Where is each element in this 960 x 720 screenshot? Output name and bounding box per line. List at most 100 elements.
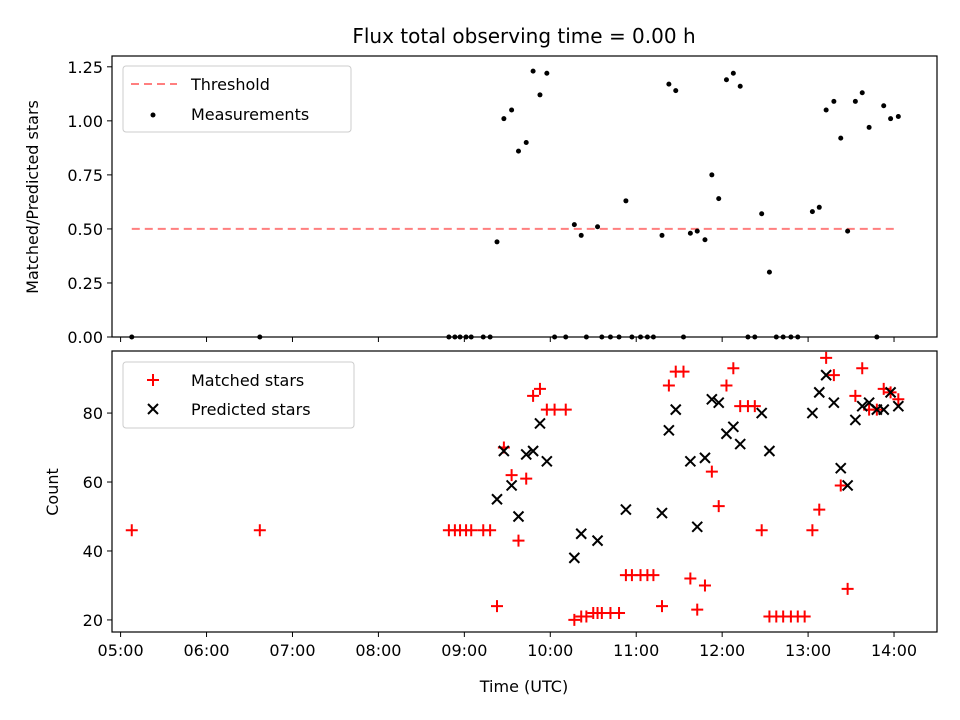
predicted-stars-point	[505, 479, 518, 492]
matched-stars-point	[684, 572, 697, 585]
predicted-stars-point	[828, 397, 840, 409]
bottom-x-tick-label: 09:00	[441, 641, 487, 660]
measurements-point	[494, 239, 500, 245]
matched-stars-point	[253, 524, 266, 537]
bottom-plot-area: 05:00 06:00 07:00 08:00 09:00 10:00 11:00 12:00…	[83, 350, 938, 660]
bottom-x-tick-label: 14:00	[871, 641, 917, 660]
predicted-stars-point	[575, 528, 587, 540]
predicted-stars-point	[755, 407, 768, 419]
bottom-y-tick-label: 60	[83, 473, 103, 492]
matched-stars-point	[613, 607, 626, 620]
matched-stars-point	[691, 603, 704, 616]
top-y-tick-label: 0.50	[67, 220, 103, 239]
top-y-tick-label: 1.25	[67, 58, 103, 77]
bottom-y-tick-label: 40	[83, 542, 103, 561]
predicted-stars-point	[835, 462, 847, 474]
predicted-stars-point	[527, 445, 539, 457]
matched-stars-point	[806, 524, 819, 537]
matched-stars-point	[720, 379, 733, 392]
bottom-x-tick-label: 12:00	[699, 641, 745, 660]
measurements-point	[595, 224, 601, 230]
measurements-point	[766, 269, 772, 275]
predicted-stars-point	[841, 479, 854, 492]
predicted-stars-point	[534, 417, 546, 430]
matched-stars-point	[662, 379, 675, 392]
bottom-y-tick-label: 20	[83, 611, 103, 630]
matched-stars-point	[548, 403, 561, 416]
matched-stars-point	[568, 613, 581, 626]
matched-stars-point	[755, 524, 768, 537]
top-y-tick-label: 0.75	[67, 166, 103, 185]
matched-stars-point	[813, 503, 826, 516]
measurements-point	[823, 107, 829, 113]
bottom-x-axis-label: Time (UTC)	[479, 677, 568, 696]
measurements-point	[730, 70, 736, 76]
matched-stars-legend-swatch	[147, 374, 159, 386]
matched-stars-point	[505, 469, 518, 482]
bottom-legend: Matched stars Predicted stars	[122, 361, 355, 429]
matched-stars-point	[520, 472, 533, 485]
matched-stars-point	[834, 479, 847, 492]
predicted-stars-point	[813, 386, 825, 399]
predicted-stars-point	[512, 510, 525, 523]
measurements-point	[537, 92, 543, 98]
bottom-axes-frame	[111, 350, 938, 633]
measurements-point	[694, 228, 700, 234]
matched-stars-point	[748, 400, 761, 413]
predicted-stars-point	[656, 507, 668, 519]
measurements-point	[838, 135, 844, 141]
top-chart-title: Flux total observing time = 0.00 h	[352, 24, 695, 48]
matched-stars-point	[533, 382, 546, 395]
matched-stars-point	[798, 610, 811, 623]
bottom-x-tick-label: 07:00	[269, 641, 315, 660]
bottom-x-tick-label: 11:00	[613, 641, 659, 660]
measurements-point	[666, 81, 672, 87]
measurements-point	[571, 222, 577, 228]
measurements-point	[816, 204, 822, 210]
measurements-point	[659, 232, 665, 238]
matched-stars-point	[656, 600, 668, 613]
top-axes-frame	[111, 55, 938, 338]
matched-stars-point	[856, 362, 869, 375]
measurements-point	[859, 90, 865, 96]
measurements-point	[578, 232, 584, 238]
matched-stars-point	[484, 524, 497, 537]
measurements-point	[509, 107, 515, 113]
matched-stars-point	[512, 534, 525, 547]
measurements-point	[523, 139, 529, 145]
matched-stars-point	[820, 351, 833, 364]
bottom-legend-frame	[122, 361, 355, 429]
predicted-stars-point	[684, 455, 697, 468]
matched-stars-point	[827, 369, 840, 382]
measurements-point	[888, 116, 894, 122]
bottom-x-tick-label: 06:00	[183, 641, 229, 660]
predicted-stars-point	[706, 393, 718, 405]
top-y-tick-label: 1.00	[67, 112, 103, 131]
top-y-axis-label: Matched/Predicted stars	[23, 100, 42, 294]
predicted-stars-point	[498, 445, 510, 457]
top-y-tick-label: 0.00	[67, 328, 103, 347]
predicted-stars-point	[763, 445, 776, 457]
predicted-stars-point	[691, 521, 703, 533]
predicted-stars-point	[820, 369, 832, 381]
measurements-legend-swatch	[150, 112, 156, 118]
matched-stars-point	[580, 610, 593, 623]
measurements-point	[737, 83, 743, 89]
predicted-stars-point	[806, 407, 819, 419]
measurements-point	[831, 98, 837, 104]
predicted-stars-point	[856, 400, 868, 412]
measurements-point	[687, 230, 693, 236]
matched-stars-point	[465, 524, 478, 537]
matched-stars-point	[491, 600, 503, 613]
matched-stars-point	[125, 524, 138, 537]
predicted-stars-legend-label: Predicted stars	[191, 400, 311, 419]
bottom-x-tick-label: 10:00	[527, 641, 573, 660]
measurements-point	[530, 68, 536, 74]
predicted-stars-legend-swatch	[147, 403, 159, 415]
matched-stars-point	[892, 393, 905, 406]
matched-stars-point	[698, 579, 711, 592]
matched-stars-point	[841, 582, 854, 595]
top-legend: Threshold Measurements	[122, 65, 352, 133]
matched-stars-point	[527, 389, 540, 402]
